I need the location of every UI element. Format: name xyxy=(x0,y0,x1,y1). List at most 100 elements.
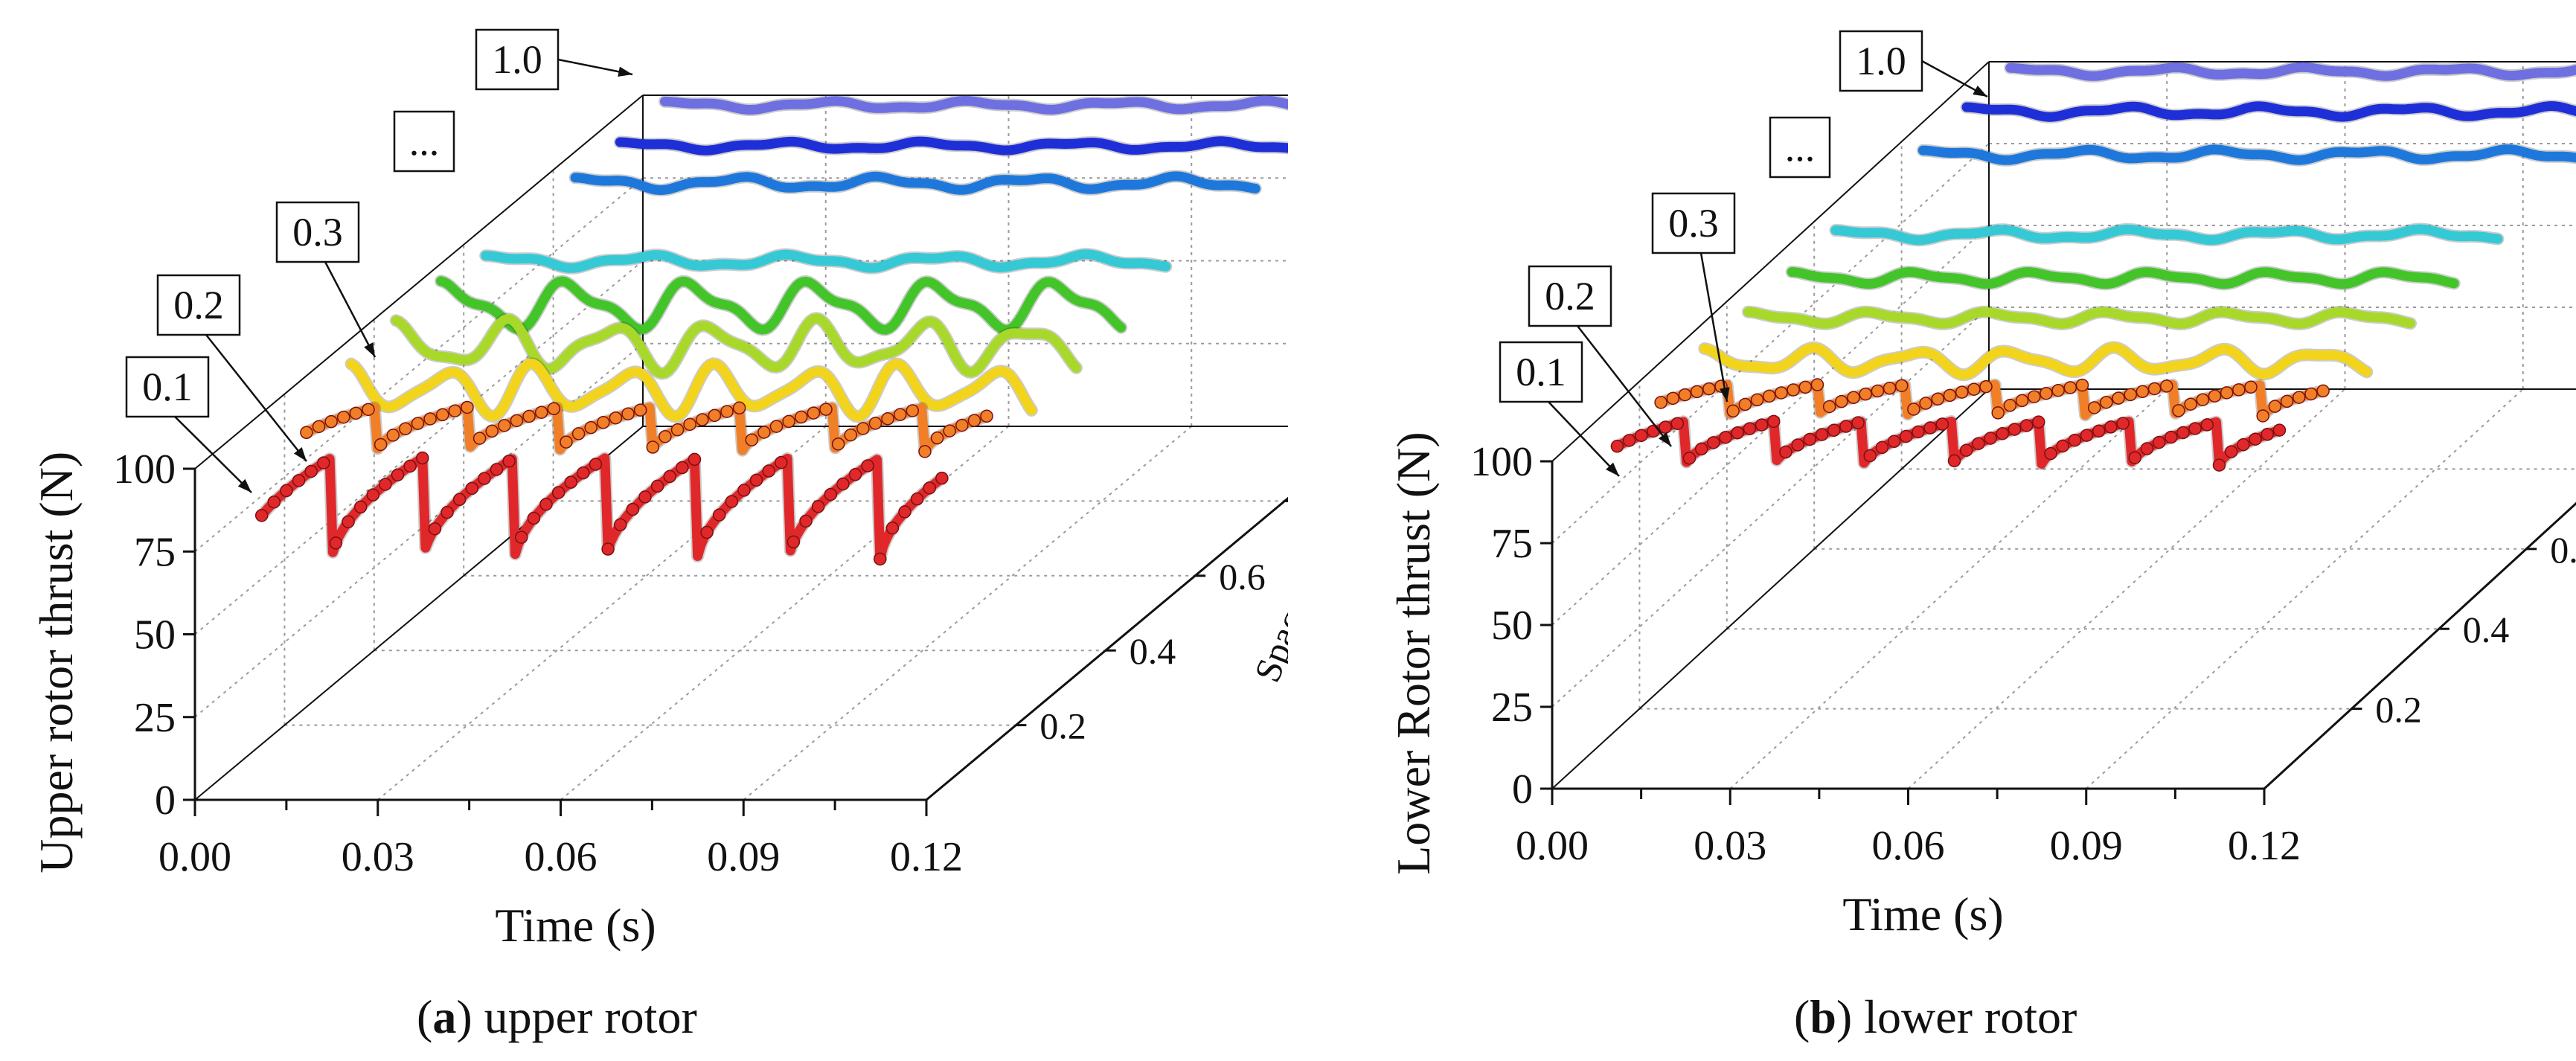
sidewall-gridline-y xyxy=(194,260,644,635)
series-marker xyxy=(831,437,845,451)
series-marker xyxy=(2136,385,2150,399)
y-tick-label: 100 xyxy=(1470,439,1533,485)
series-marker xyxy=(571,427,586,440)
annotation-box xyxy=(393,110,455,173)
series-marker xyxy=(411,417,425,430)
annotation-arrow xyxy=(1699,252,1728,403)
series-marker xyxy=(280,484,293,498)
series-marker xyxy=(522,409,536,423)
annotation-arrowhead xyxy=(1973,85,1987,97)
series-line xyxy=(346,359,1037,422)
annotation-box xyxy=(275,201,360,263)
series-marker xyxy=(2316,384,2330,398)
series-marker xyxy=(324,414,338,429)
y-tick-label: 0 xyxy=(155,778,176,824)
series-marker xyxy=(510,414,524,428)
series-line xyxy=(2005,62,2576,81)
series-marker xyxy=(1635,429,1648,443)
z-tick-label: 0.4 xyxy=(2463,609,2510,650)
series-marker xyxy=(2063,381,2077,394)
series-marker xyxy=(597,416,610,429)
series-marker xyxy=(539,497,553,511)
annotation-label: ... xyxy=(409,119,440,164)
series-marker xyxy=(1810,378,1824,391)
series-marker xyxy=(2160,379,2173,393)
series-marker xyxy=(560,435,573,449)
series-marker xyxy=(819,403,833,416)
series-marker xyxy=(2304,387,2318,401)
series-marker xyxy=(725,495,739,508)
series-marker xyxy=(2124,388,2137,402)
annotation-box xyxy=(156,274,241,336)
series-marker xyxy=(676,461,689,475)
x-tick-label: 0.06 xyxy=(525,834,597,880)
series-marker xyxy=(1972,437,1985,450)
annotation-arrow xyxy=(205,334,307,462)
z-axis xyxy=(926,496,1288,801)
series-line xyxy=(1917,144,2576,165)
series-marker xyxy=(874,552,887,566)
series-marker xyxy=(749,473,763,487)
series-marker xyxy=(683,417,696,432)
series-marker xyxy=(1875,440,1889,455)
frame-edge xyxy=(1551,61,1990,462)
caption-letter: b xyxy=(1810,990,1836,1043)
series-marker xyxy=(2104,420,2118,434)
series-marker xyxy=(1947,454,1961,468)
series-marker xyxy=(910,492,924,506)
series-marker xyxy=(659,429,672,443)
series-marker xyxy=(856,422,870,435)
series-line xyxy=(481,249,1171,273)
series-marker xyxy=(898,505,911,519)
annotation-arrowhead xyxy=(364,342,375,357)
series-marker xyxy=(2092,424,2106,438)
series-marker xyxy=(2165,430,2178,444)
series-marker xyxy=(1919,397,1932,410)
series-marker xyxy=(1726,404,1740,418)
floor-gridline-x xyxy=(1729,388,2168,789)
series-marker xyxy=(811,500,825,513)
series-marker xyxy=(868,417,882,430)
series-marker xyxy=(1822,400,1836,414)
series-line xyxy=(1961,101,2576,122)
series-marker xyxy=(1731,426,1744,440)
series-marker xyxy=(1955,385,1969,399)
series-marker xyxy=(2003,399,2017,412)
series-marker xyxy=(609,411,623,425)
series-marker xyxy=(1967,382,1981,396)
series-marker xyxy=(423,412,437,426)
series-marker xyxy=(1670,417,1685,430)
annotation-label: 1.0 xyxy=(492,37,542,82)
frame-edge xyxy=(1551,388,1990,789)
x-axis-title: Time (s) xyxy=(495,899,656,952)
series-marker xyxy=(1887,435,1901,449)
series-marker xyxy=(435,408,449,422)
series-marker xyxy=(472,432,487,445)
series-marker xyxy=(2188,422,2202,435)
series-marker xyxy=(374,437,388,452)
series-marker xyxy=(621,407,635,420)
series-marker xyxy=(1979,379,1993,394)
series-marker xyxy=(2087,401,2101,414)
x-axis-title: Time (s) xyxy=(1842,888,2003,940)
series-marker xyxy=(317,456,330,469)
x-tick-label: 0.03 xyxy=(342,834,414,880)
series-marker xyxy=(342,515,355,528)
series-marker xyxy=(807,406,821,420)
series-marker xyxy=(844,428,857,442)
series-marker xyxy=(577,466,590,480)
y-tick-label: 75 xyxy=(134,529,176,575)
annotation-box xyxy=(475,28,560,91)
floor-gridline-x xyxy=(2086,388,2524,789)
series-marker xyxy=(923,481,937,495)
y-axis-title: Lower Rotor thrust (N) xyxy=(1387,432,1440,874)
annotation-box xyxy=(1528,265,1612,327)
series-marker xyxy=(1707,436,1720,449)
series-marker xyxy=(2128,451,2141,464)
series-marker xyxy=(633,403,647,417)
caption-text: lower rotor xyxy=(1864,990,2077,1043)
series-marker xyxy=(2152,435,2166,449)
series-marker xyxy=(930,431,944,445)
series-marker xyxy=(918,445,932,458)
chart-upper-rotor: 0.00 0.03 0.06 0.09 0.12 0 25 50 75 100 0.2 0.4 0.6 0… xyxy=(30,28,1288,952)
